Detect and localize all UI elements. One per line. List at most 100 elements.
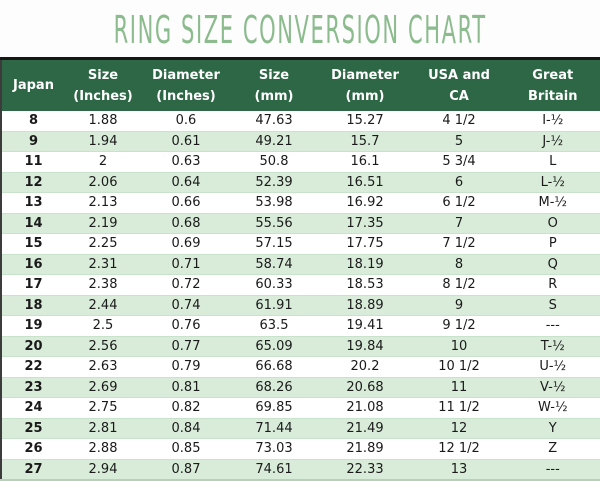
table-cell: 7 1/2 — [442, 236, 476, 252]
table-cell: S — [548, 297, 557, 313]
japan-size-cell: 19 — [24, 318, 43, 334]
table-cell: 2.69 — [88, 379, 118, 395]
table-cell: 20.68 — [346, 379, 384, 395]
table-cell: 6 — [454, 174, 464, 190]
table-cell: 0.76 — [171, 318, 201, 334]
table-row: 26 2.88 0.85 73.03 21.89 12 1/2 Z — [1, 438, 600, 459]
table-cell: --- — [545, 318, 560, 334]
table-row: 14 2.19 0.68 55.56 17.35 7 O — [1, 213, 600, 234]
table-cell: P — [548, 236, 557, 252]
table-cell: 0.66 — [171, 195, 201, 211]
table-cell: J-½ — [542, 133, 564, 149]
table-cell: Z — [548, 441, 558, 457]
table-row: 8 1.88 0.6 47.63 15.27 4 1/2 I-½ — [1, 111, 600, 131]
table-cell: 0.82 — [171, 400, 201, 416]
table-cell: 17.35 — [346, 215, 384, 231]
table-cell: T-½ — [540, 338, 565, 354]
column-header-size-mm: Size (mm) — [231, 58, 317, 111]
table-row: 22 2.63 0.79 66.68 20.2 10 1/2 U-½ — [1, 356, 600, 377]
table-cell: 61.91 — [255, 297, 293, 313]
table-cell: 21.89 — [346, 441, 384, 457]
table-cell: 71.44 — [255, 420, 293, 436]
table-cell: 2.75 — [88, 400, 118, 416]
table-row: 27 2.94 0.87 74.61 22.33 13 --- — [1, 459, 600, 480]
table-cell: 10 1/2 — [438, 359, 480, 375]
table-cell: 2.19 — [88, 215, 118, 231]
japan-size-cell: 15 — [24, 236, 43, 252]
table-cell: 2.56 — [88, 338, 118, 354]
table-cell: 19.41 — [346, 318, 384, 334]
table-cell: 12 1/2 — [438, 441, 480, 457]
table-cell: 74.61 — [255, 461, 293, 477]
table-cell: 18.89 — [346, 297, 384, 313]
column-header-usa-ca: USA and CA — [413, 58, 505, 111]
table-cell: 6 1/2 — [442, 195, 476, 211]
table-cell: 9 — [454, 297, 464, 313]
table-cell: 2.81 — [88, 420, 118, 436]
table-cell: 0.85 — [171, 441, 201, 457]
table-cell: M-½ — [538, 195, 567, 211]
table-cell: 1.88 — [88, 113, 118, 129]
table-cell: 65.09 — [255, 338, 293, 354]
table-cell: U-½ — [539, 359, 567, 375]
table-row: 13 2.13 0.66 53.98 16.92 6 1/2 M-½ — [1, 192, 600, 213]
japan-size-cell: 22 — [24, 359, 43, 375]
table-cell: 9 1/2 — [442, 318, 476, 334]
table-row: 24 2.75 0.82 69.85 21.08 11 1/2 W-½ — [1, 397, 600, 418]
column-header-size-inches: Size (Inches) — [65, 58, 141, 111]
japan-size-cell: 24 — [24, 400, 43, 416]
japan-size-cell: 26 — [24, 441, 43, 457]
table-cell: Y — [548, 420, 557, 436]
table-row: 12 2.06 0.64 52.39 16.51 6 L-½ — [1, 172, 600, 193]
table-cell: 2 — [98, 154, 108, 170]
header-row: Japan Size (Inches) Diameter (Inches) Si… — [1, 58, 600, 111]
table-cell: 10 — [450, 338, 468, 354]
japan-size-cell: 18 — [24, 297, 43, 313]
page-title: RING SIZE CONVERSION CHART — [113, 9, 487, 54]
table-cell: 8 — [454, 256, 464, 272]
japan-size-cell: 27 — [24, 461, 43, 477]
table-cell: 2.31 — [88, 256, 118, 272]
table-cell: 47.63 — [255, 113, 293, 129]
japan-size-cell: 11 — [24, 154, 43, 170]
table-cell: 0.84 — [171, 420, 201, 436]
japan-size-cell: 13 — [24, 195, 43, 211]
japan-size-cell: 17 — [24, 277, 43, 293]
table-cell: 68.26 — [255, 379, 293, 395]
table-cell: 16.1 — [350, 154, 380, 170]
table-cell: 2.94 — [88, 461, 118, 477]
table-body: 8 1.88 0.6 47.63 15.27 4 1/2 I-½ 9 1.94 0.61 49.21… — [1, 111, 600, 480]
table-cell: 57.15 — [255, 236, 293, 252]
table-cell: 1.94 — [88, 133, 118, 149]
table-cell: 11 — [450, 379, 468, 395]
table-cell: 15.27 — [346, 113, 384, 129]
table-cell: 0.63 — [171, 154, 201, 170]
table-row: 19 2.5 0.76 63.5 19.41 9 1/2 --- — [1, 315, 600, 336]
table-cell: 0.61 — [171, 133, 201, 149]
table-cell: 2.5 — [92, 318, 114, 334]
table-cell: 16.92 — [346, 195, 384, 211]
title-area: RING SIZE CONVERSION CHART — [0, 0, 600, 57]
table-cell: 15.7 — [350, 133, 380, 149]
table-cell: 55.56 — [255, 215, 293, 231]
table-cell: 2.25 — [88, 236, 118, 252]
table-cell: L-½ — [540, 174, 565, 190]
table-cell: 63.5 — [259, 318, 289, 334]
japan-size-cell: 16 — [24, 256, 43, 272]
table-cell: W-½ — [537, 400, 568, 416]
table-cell: 17.75 — [346, 236, 384, 252]
japan-size-cell: 9 — [28, 133, 39, 149]
table-row: 25 2.81 0.84 71.44 21.49 12 Y — [1, 418, 600, 439]
table-cell: O — [547, 215, 558, 231]
table-cell: 2.38 — [88, 277, 118, 293]
table-cell: 0.69 — [171, 236, 201, 252]
table-cell: 50.8 — [259, 154, 289, 170]
table-cell: --- — [545, 461, 560, 477]
table-cell: 19.84 — [346, 338, 384, 354]
table-cell: 2.44 — [88, 297, 118, 313]
table-cell: 0.6 — [175, 113, 197, 129]
table-row: 16 2.31 0.71 58.74 18.19 8 Q — [1, 254, 600, 275]
column-header-diameter-inches: Diameter (Inches) — [141, 58, 231, 111]
table-cell: 7 — [454, 215, 464, 231]
